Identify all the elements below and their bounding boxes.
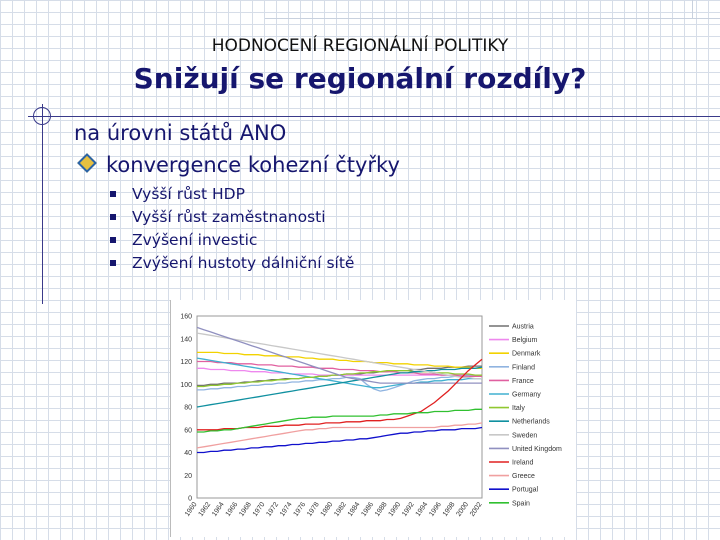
x-tick-label: 2000: [455, 501, 470, 518]
diamond-bullet-icon: [77, 153, 97, 173]
slide-supertitle: HODNOCENÍ REGIONÁLNÍ POLITIKY: [211, 36, 509, 56]
y-tick-label: 80: [184, 405, 192, 412]
x-tick-label: 1988: [374, 501, 389, 518]
x-tick-label: 1992: [401, 501, 416, 518]
legend-label: United Kingdom: [512, 446, 562, 453]
legend-label: Sweden: [512, 432, 537, 439]
x-tick-label: 1994: [415, 501, 430, 518]
slide-title: Snižují se regionální rozdíly?: [133, 62, 587, 95]
legend-label: Finland: [512, 364, 535, 371]
decor-ring: [33, 107, 51, 125]
x-tick-label: 1960: [184, 501, 199, 518]
decor-vertical-line: [42, 104, 43, 304]
y-tick-label: 140: [180, 336, 192, 343]
y-tick-label: 120: [180, 359, 192, 366]
series-line-germany: [196, 357, 482, 389]
series-line-greece: [196, 422, 483, 449]
series-line-spain: [197, 408, 482, 433]
x-tick-label: 1998: [442, 501, 457, 518]
x-tick-label: 1978: [306, 501, 321, 518]
legend-label: Spain: [512, 500, 530, 507]
y-tick-label: 100: [180, 382, 192, 389]
legend-label: Germany: [512, 392, 541, 399]
x-tick-label: 1966: [225, 501, 240, 518]
bullet-list: Vyšší růst HDP Vyšší růst zaměstnanosti …: [110, 185, 354, 277]
x-tick-label: 1996: [428, 501, 443, 518]
y-tick-label: 60: [184, 427, 192, 434]
y-tick-label: 40: [184, 450, 192, 457]
x-tick-label: 1962: [198, 501, 213, 518]
bullet-text: Vyšší růst zaměstnanosti: [132, 208, 326, 226]
chart-svg: 0 20 40 60 80 100 120 140 160 1960196219641966196…: [180, 314, 562, 518]
x-tick-label: 1986: [360, 501, 375, 518]
series-line-sweden: [196, 332, 482, 380]
bullet-text: Zvýšení investic: [132, 231, 258, 249]
bullet-item: Zvýšení investic: [110, 231, 354, 254]
square-bullet-icon: [110, 214, 116, 220]
bullet-item: Vyšší růst HDP: [110, 185, 354, 208]
line-chart: 0 20 40 60 80 100 120 140 160 1960 1962 1964 1966 196…: [170, 300, 576, 537]
x-tick-label: 1982: [333, 501, 348, 518]
legend-label: Italy: [512, 405, 525, 412]
bullet-item: Zvýšení hustoty dálniční sítě: [110, 254, 354, 277]
bullet-text: Vyšší růst HDP: [132, 185, 245, 203]
plot-area: [196, 315, 483, 499]
x-tick-label: 1974: [279, 501, 294, 518]
legend-label: Portugal: [512, 487, 539, 494]
x-tick-label: 1964: [211, 501, 226, 518]
series-line-denmark: [197, 351, 482, 369]
legend-label: Greece: [512, 473, 535, 480]
x-tick-label: 1984: [347, 501, 362, 518]
heading-level2: konvergence kohezní čtyřky: [74, 153, 400, 177]
x-tick-label: 1990: [388, 501, 403, 518]
legend-label: Netherlands: [512, 419, 550, 426]
y-tick-label: 160: [180, 314, 192, 321]
heading-level2-text: konvergence kohezní čtyřky: [106, 153, 400, 177]
legend-label: Belgium: [512, 337, 537, 344]
decor-horizontal-line: [28, 116, 720, 117]
x-tick-label: 1980: [320, 501, 335, 518]
bullet-item: Vyšší růst zaměstnanosti: [110, 208, 354, 231]
x-tick-label: 1970: [252, 501, 267, 518]
series-line-france: [197, 360, 482, 377]
series-line-finland: [197, 374, 482, 392]
series-line-netherlands: [196, 366, 483, 408]
x-tick-label: 2002: [469, 501, 484, 518]
legend-label: Denmark: [512, 351, 541, 358]
square-bullet-icon: [110, 237, 116, 243]
x-tick-label: 1976: [293, 501, 308, 518]
heading-level1: na úrovni států ANO: [74, 121, 287, 145]
series-line-united-kingdom: [196, 326, 482, 384]
x-tick-label: 1968: [238, 501, 253, 518]
top-decoration: [265, 0, 720, 19]
legend-label: Ireland: [512, 460, 534, 467]
y-tick-label: 20: [184, 473, 192, 480]
square-bullet-icon: [110, 191, 116, 197]
series-line-portugal: [197, 426, 483, 454]
legend-label: France: [512, 378, 534, 385]
square-bullet-icon: [110, 260, 116, 266]
legend-label: Austria: [512, 324, 534, 331]
x-tick-label: 1972: [265, 501, 280, 518]
bullet-text: Zvýšení hustoty dálniční sítě: [132, 254, 355, 272]
top-decoration-divider: [692, 0, 693, 18]
y-tick-label: 0: [188, 496, 192, 503]
